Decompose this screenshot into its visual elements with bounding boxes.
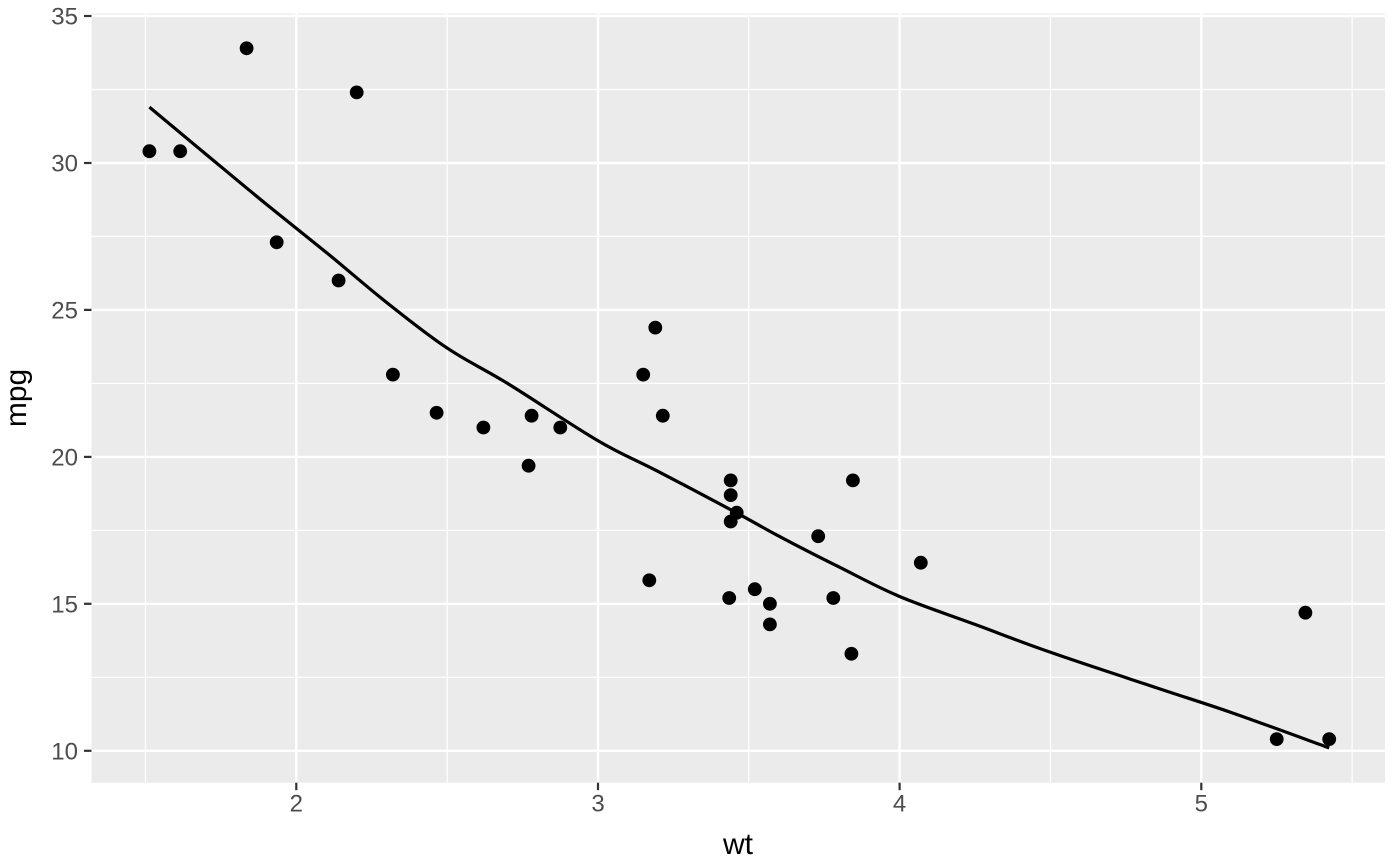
data-point — [723, 488, 738, 502]
y-axis-title: mpg — [0, 369, 33, 427]
data-point — [655, 408, 670, 423]
y-tick-label: 30 — [51, 151, 78, 178]
data-point — [269, 235, 284, 250]
loess-smooth-line — [148, 105, 1330, 750]
data-point — [142, 144, 157, 159]
data-point — [173, 144, 188, 159]
data-point — [553, 420, 568, 435]
y-tick-label: 35 — [51, 4, 78, 31]
chart-root: 2 3 4 5 10 15 20 25 30 35 — [51, 4, 1385, 818]
data-point — [642, 573, 657, 588]
data-point — [763, 617, 777, 632]
data-point — [239, 41, 254, 56]
data-point — [1298, 605, 1313, 620]
plot-panel — [91, 13, 1385, 783]
data-point — [723, 514, 738, 529]
data-point — [524, 408, 539, 423]
x-tick-label: 3 — [591, 791, 604, 818]
data-point — [811, 529, 826, 544]
data-point — [846, 473, 860, 488]
data-point — [844, 646, 859, 661]
data-point — [1269, 732, 1284, 746]
data-point — [722, 591, 737, 605]
x-tick-label: 2 — [290, 791, 303, 818]
data-point — [723, 473, 738, 488]
x-tick-label: 4 — [893, 791, 906, 818]
data-point — [521, 458, 536, 473]
data-point — [763, 596, 777, 611]
x-tick-label: 5 — [1195, 791, 1208, 818]
data-point — [636, 367, 651, 382]
y-tick-label: 25 — [51, 297, 78, 324]
x-axis-title: wt — [722, 828, 754, 861]
data-point — [826, 591, 841, 605]
y-tick-label: 10 — [51, 738, 78, 765]
data-point — [1322, 732, 1337, 746]
data-point — [747, 582, 762, 597]
data-point — [349, 85, 364, 100]
y-tick-label: 20 — [51, 444, 78, 471]
data-point — [476, 420, 491, 435]
data-point — [429, 405, 444, 420]
data-point — [386, 367, 400, 382]
y-tick-label: 15 — [51, 591, 78, 618]
data-point — [913, 555, 928, 570]
data-point — [331, 273, 346, 288]
data-point — [648, 320, 663, 335]
